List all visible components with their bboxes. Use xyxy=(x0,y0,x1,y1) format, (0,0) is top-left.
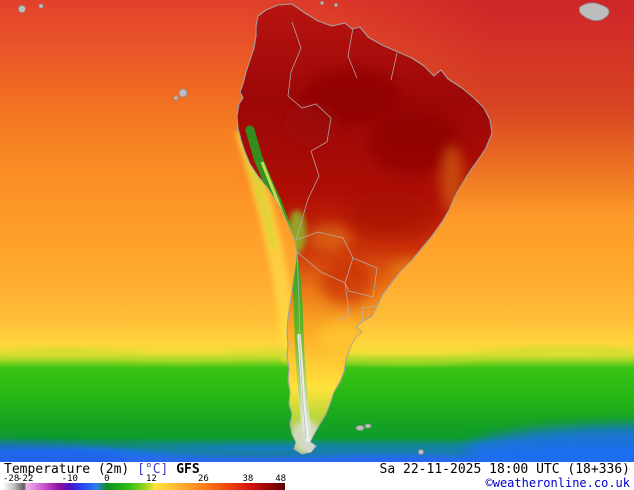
temperature-map-canvas xyxy=(0,0,634,462)
legend-ticks: -28 -22 -10 0 12 26 38 48 xyxy=(3,474,287,484)
legend-tick: 38 xyxy=(242,474,254,484)
legend-tick: -10 xyxy=(61,474,78,484)
legend-row: -28 -22 -10 0 12 26 38 48 ©weatheronline… xyxy=(0,474,634,490)
map-title-unit: [°C] xyxy=(137,462,169,477)
legend-gradient-bar xyxy=(3,483,285,490)
temperature-scale: -28 -22 -10 0 12 26 38 48 xyxy=(3,474,287,490)
country-borders xyxy=(287,21,398,439)
legend-tick: 12 xyxy=(145,474,157,484)
legend-tick: -28 xyxy=(3,474,20,484)
legend-tick: 26 xyxy=(197,474,209,484)
legend-tick: 48 xyxy=(275,474,287,484)
forecast-datetime: Sa 22-11-2025 18:00 UTC (18+336) xyxy=(379,462,630,477)
footer-text-row: Temperature (2m) [°C] GFS Sa 22-11-2025 … xyxy=(0,462,634,476)
islands xyxy=(18,0,610,455)
legend-bar: Temperature (2m) [°C] GFS Sa 22-11-2025 … xyxy=(0,462,634,490)
map-title-model: GFS xyxy=(176,462,200,477)
map-title-parameter: Temperature (2m) xyxy=(4,462,130,477)
copyright-link[interactable]: ©weatheronline.co.uk xyxy=(485,476,631,490)
south-america-map-graphic xyxy=(0,0,634,462)
temperature-hotspots xyxy=(284,68,464,452)
map-title: Temperature (2m) [°C] GFS xyxy=(4,463,200,476)
legend-tick: 0 xyxy=(104,474,110,484)
legend-tick: -22 xyxy=(17,474,34,484)
